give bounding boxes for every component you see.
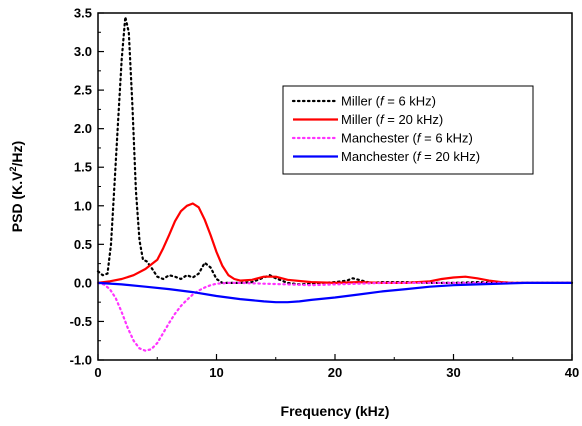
y-axis-label-superscript: 2 — [8, 166, 18, 171]
series-line-4 — [97, 281, 572, 304]
y-axis-label-main: PSD (K.V — [9, 171, 25, 232]
legend-label-3: Manchester (f = 6 kHz) — [341, 131, 473, 146]
y-tick-label: 3.0 — [74, 44, 92, 59]
x-tick-label: 10 — [209, 365, 223, 380]
x-axis-label: Frequency (kHz) — [281, 403, 390, 419]
legend: Miller (f = 6 kHz) Miller (f = 20 kHz) Man… — [282, 85, 534, 175]
x-tick-label: 30 — [446, 365, 460, 380]
axis-tick-labels: 0 10 20 30 40 -1.0 -0.5 0.0 0.5 1.0 1.5 2.0 2.5 3.0 3.… — [70, 6, 580, 381]
y-tick-label: -1.0 — [70, 353, 92, 368]
x-tick-label: 0 — [94, 365, 101, 380]
axis-ticks — [97, 12, 573, 361]
x-tick-label: 40 — [565, 365, 579, 380]
x-tick-label: 20 — [328, 365, 342, 380]
y-tick-label: 2.0 — [74, 121, 92, 136]
series-layer — [96, 15, 574, 352]
y-axis-label-unit: /Hz) — [9, 141, 25, 167]
plot-frame — [97, 12, 573, 361]
y-tick-label: 0.0 — [74, 275, 92, 290]
legend-label-2: Miller (f = 20 kHz) — [341, 112, 443, 127]
y-tick-label: 2.5 — [74, 83, 92, 98]
legend-label-4: Manchester (f = 20 kHz) — [341, 149, 480, 164]
legend-label-1: Miller (f = 6 kHz) — [341, 94, 436, 109]
y-tick-label: 0.5 — [74, 237, 92, 252]
y-tick-label: 1.5 — [74, 160, 92, 175]
y-tick-label: 1.0 — [74, 198, 92, 213]
y-axis-label: PSD (K.V2/Hz) — [8, 141, 25, 232]
series-line-2 — [97, 202, 572, 284]
y-tick-label: 3.5 — [74, 6, 92, 21]
y-tick-label: -0.5 — [70, 314, 92, 329]
series-line-3 — [96, 281, 574, 352]
